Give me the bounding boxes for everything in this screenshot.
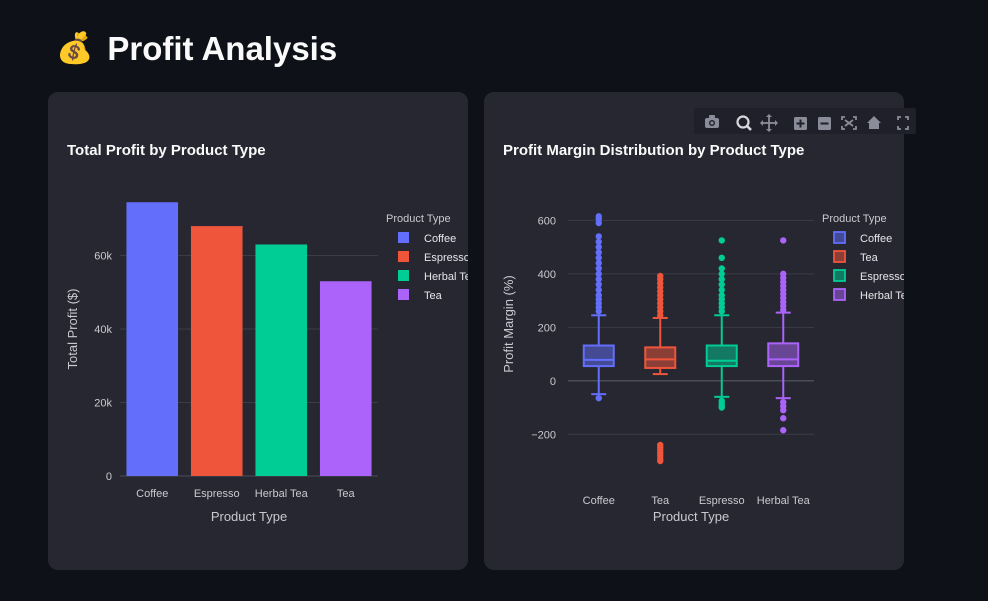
chart-title: Total Profit by Product Type [67,142,266,159]
x-tick-label: Herbal Tea [255,488,309,500]
x-tick-label: Espresso [194,488,240,500]
y-tick-label: 40k [94,324,112,336]
legend-label: Espresso [860,271,904,283]
y-tick-label: 0 [550,376,556,388]
fullscreen-icon[interactable] [897,116,909,130]
legend-label: Herbal Tea [424,271,468,283]
y-tick-label: 60k [94,251,112,263]
outlier-point [718,286,725,294]
outlier-point [718,270,725,278]
outlier-point [780,270,787,278]
x-tick-label: Coffee [136,488,168,500]
chart-title: Profit Margin Distribution by Product Ty… [503,142,805,159]
box [644,346,677,369]
legend-swatch [833,250,846,263]
y-axis-label: Profit Margin (%) [501,275,516,373]
bar [319,281,372,476]
outlier-point [595,243,602,251]
bar [126,202,179,476]
outlier-point [595,265,602,272]
y-tick-label: 20k [94,398,112,410]
outlier-point [780,237,787,244]
x-axis-label: Product Type [211,509,287,524]
y-tick-label: −200 [531,429,556,441]
legend-swatch [398,270,409,281]
x-tick-label: Tea [651,495,670,507]
zoom-out-icon[interactable] [818,117,831,130]
chart-modebar [694,108,916,134]
zoom-in-icon[interactable] [794,117,807,130]
x-tick-label: Herbal Tea [757,495,811,507]
page-title: 💰 Profit Analysis [56,30,337,68]
box [705,344,738,368]
outlier-point [780,415,787,422]
outlier-point [595,394,602,402]
outlier-point [595,292,602,299]
bar-chart-card: Total Profit by Product Type 0 20k 40k 60k C… [48,92,468,570]
bar [190,226,243,476]
y-tick-label: 0 [106,471,112,483]
outlier-point [718,292,725,299]
outlier-point [595,281,602,288]
legend-label: Espresso [424,252,468,264]
outlier-point [657,272,664,280]
x-tick-label: Espresso [699,495,745,507]
outlier-point [595,275,602,283]
box [582,344,615,368]
outlier-point [718,254,725,261]
outlier-point [595,233,602,240]
y-tick-label: 600 [538,215,556,227]
outlier-point [718,404,725,411]
outlier-point [780,427,787,434]
outlier-point [595,270,602,278]
legend-swatch [398,232,409,243]
pan-icon[interactable] [760,114,778,132]
legend-swatch [833,288,846,301]
camera-icon[interactable] [705,115,719,128]
y-tick-label: 200 [538,322,556,334]
legend-swatch [398,289,409,300]
reset-axes-icon[interactable] [867,116,881,129]
legend-label: Herbal Tea [860,290,904,302]
outlier-point [595,238,602,245]
legend-title: Product Type [822,213,887,225]
outlier-point [595,259,602,267]
x-axis-label: Product Type [653,509,729,524]
outlier-point [595,213,602,220]
y-tick-label: 400 [538,269,556,281]
outlier-point [595,286,602,294]
autoscale-icon[interactable] [841,116,857,130]
zoom-icon[interactable] [736,115,752,131]
outlier-point [718,275,725,283]
legend-swatch [833,269,846,282]
outlier-point [657,457,664,465]
legend-swatch [833,231,846,244]
outlier-point [718,281,725,288]
x-tick-label: Coffee [583,495,615,507]
y-axis-label: Total Profit ($) [65,289,80,370]
legend-label: Tea [424,290,443,302]
box [767,342,800,368]
bar-chart[interactable]: 0 20k 40k 60k Coffee Espresso Herbal Tea Tea Pro… [48,92,468,570]
money-bag-icon: 💰 [56,32,94,65]
outlier-point [595,254,602,261]
legend-swatch [398,251,409,262]
outlier-point [595,249,602,256]
x-tick-label: Tea [337,488,356,500]
legend-label: Coffee [860,233,892,245]
outlier-point [780,407,787,414]
legend-label: Coffee [424,233,456,245]
bar [255,244,308,476]
box-chart-card: Profit Margin Distribution by Product Ty… [484,92,904,570]
outlier-point [718,237,725,244]
box-chart[interactable]: −200 0 200 400 600 Coffee Tea Espresso Herbal Te… [484,92,904,570]
legend-title: Product Type [386,213,451,225]
outlier-point [718,265,725,272]
page-title-text: Profit Analysis [107,30,338,67]
legend-label: Tea [860,252,879,264]
